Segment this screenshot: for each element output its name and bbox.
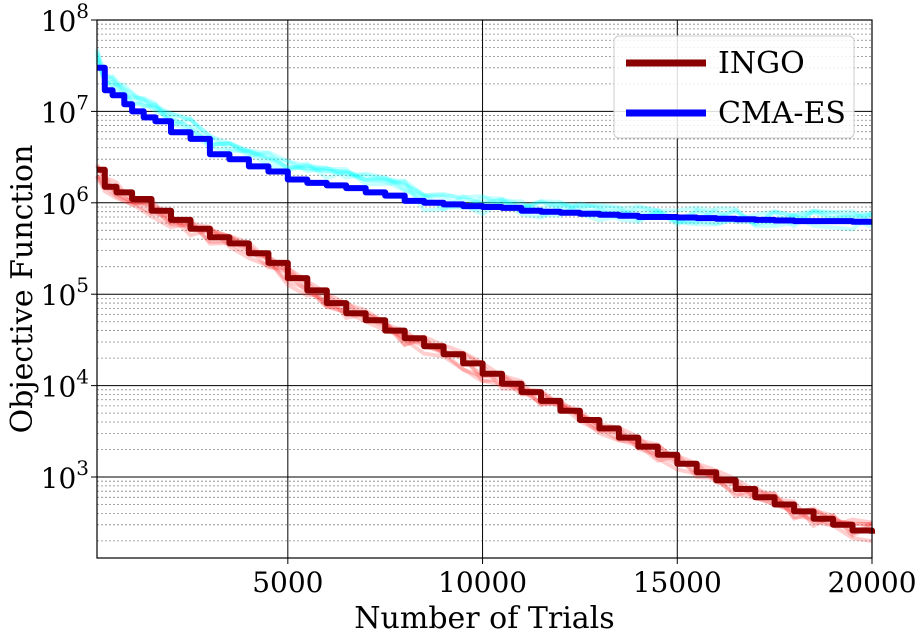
y-tick-label: 108 xyxy=(41,0,89,38)
legend-label-cma-es: CMA-ES xyxy=(718,96,846,131)
x-tick-label: 15000 xyxy=(633,566,722,599)
run-band-ingo xyxy=(95,174,873,537)
series-line-ingo xyxy=(97,166,875,534)
y-tick-label: 105 xyxy=(41,273,89,312)
series-line-cma-es xyxy=(97,64,872,225)
y-tick-label: 103 xyxy=(41,456,89,495)
legend: INGO CMA-ES xyxy=(613,35,855,139)
y-axis-ticks: 103 104 105 106 107 108 xyxy=(41,0,97,495)
y-tick-label: 106 xyxy=(41,182,89,221)
series-lines xyxy=(97,64,875,534)
x-tick-label: 5000 xyxy=(252,566,323,599)
legend-label-ingo: INGO xyxy=(718,46,805,81)
y-tick-label: 107 xyxy=(41,90,89,129)
x-axis-ticks: 5000 10000 15000 20000 xyxy=(252,558,917,599)
plot-frame xyxy=(96,19,873,559)
y-axis-label: Objective Function xyxy=(5,145,40,434)
x-axis-label: Number of Trials xyxy=(354,601,614,636)
x-tick-label: 10000 xyxy=(438,566,527,599)
run-band-ingo xyxy=(95,163,873,526)
x-tick-label: 20000 xyxy=(827,566,916,599)
y-tick-label: 104 xyxy=(41,365,89,404)
